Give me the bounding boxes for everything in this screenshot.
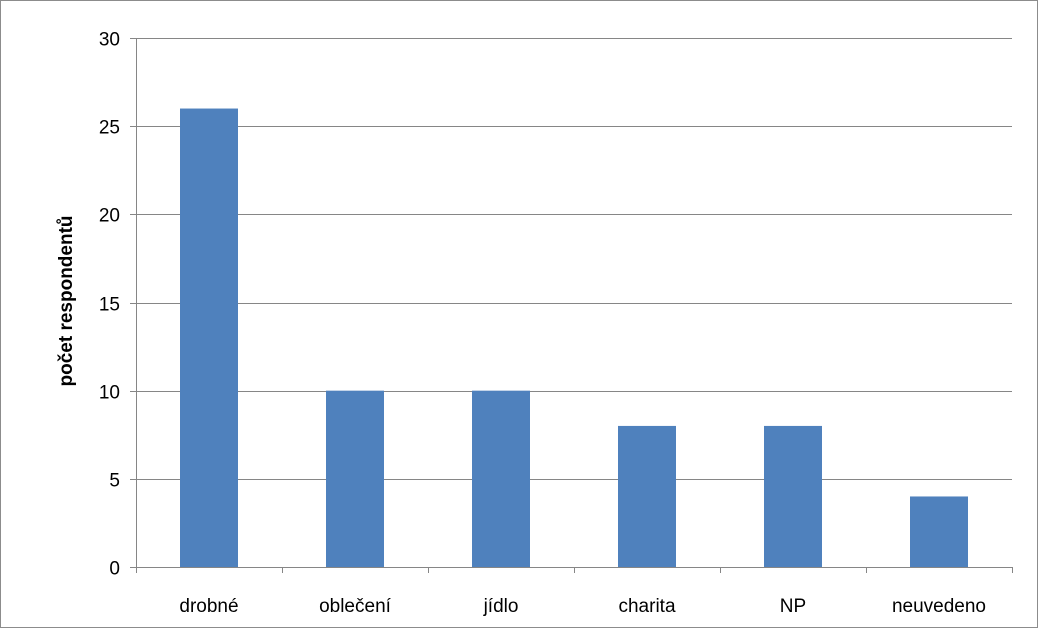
bar-5: [910, 496, 968, 567]
y-tick-label: 10: [99, 383, 120, 404]
x-tick-label: drobné: [179, 596, 238, 617]
y-tick-label: 20: [99, 206, 120, 227]
x-tick-label: jídlo: [483, 596, 519, 617]
x-tick-label: charita: [618, 596, 675, 617]
y-axis-title: počet respondentů: [56, 215, 77, 386]
y-tick-label: 0: [109, 559, 120, 580]
y-tick-label: 5: [109, 471, 120, 492]
y-tick-label: 30: [99, 30, 120, 51]
bar-0: [180, 108, 238, 568]
bar-1: [326, 390, 384, 567]
axes: [130, 38, 1013, 573]
x-tick-label: neuvedeno: [892, 596, 986, 617]
bar-2: [472, 390, 530, 567]
x-tick-label: oblečení: [319, 596, 392, 617]
y-tick-label: 25: [99, 118, 120, 139]
bars: [180, 108, 968, 568]
y-tick-label: 15: [99, 295, 120, 316]
gridlines: [136, 38, 1012, 480]
x-tick-labels: drobné oblečení jídlo charita NP neuvedeno: [179, 596, 986, 617]
bar-4: [764, 425, 822, 567]
y-tick-labels: 0 5 10 15 20 25 30: [99, 30, 120, 580]
bar-3: [618, 425, 676, 567]
x-tick-label: NP: [780, 596, 806, 617]
